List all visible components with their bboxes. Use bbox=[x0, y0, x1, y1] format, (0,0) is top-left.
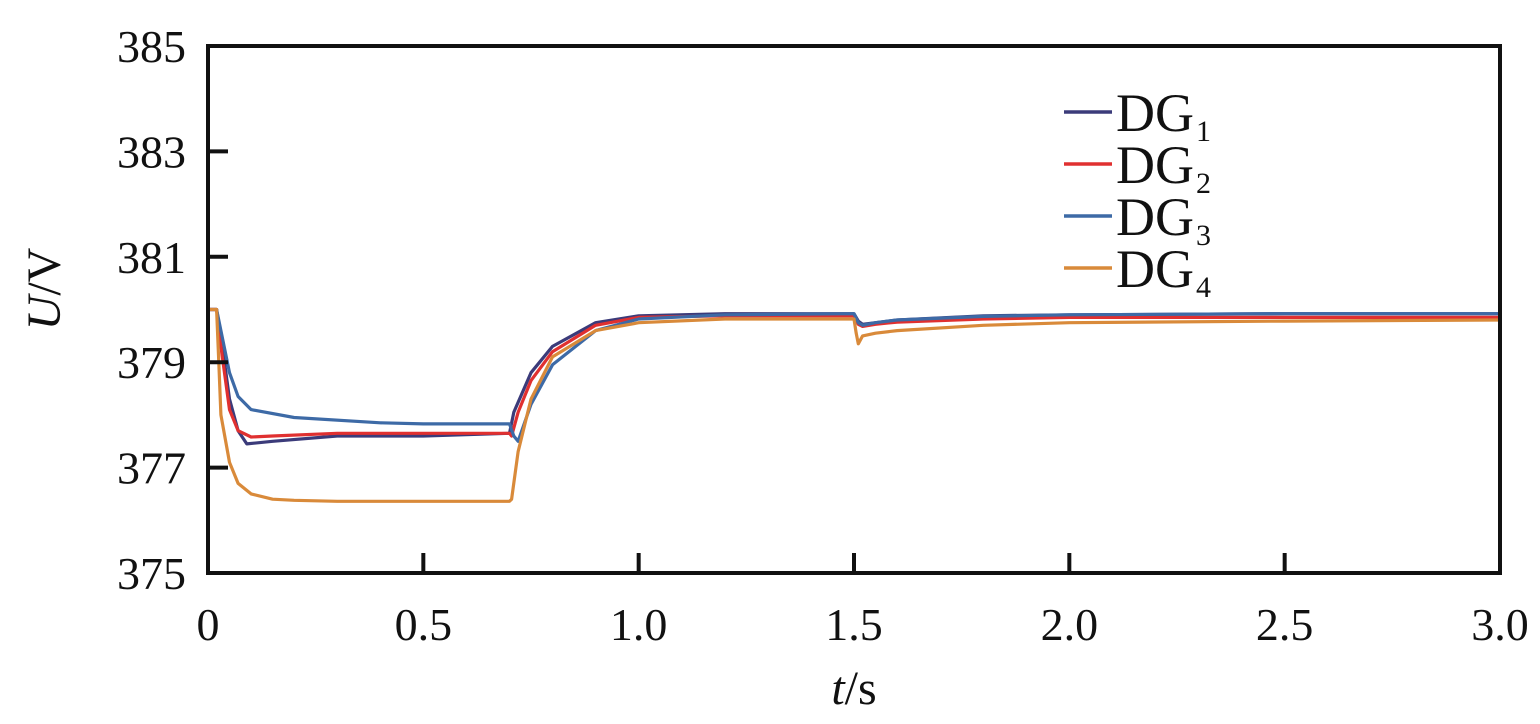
x-axis-title: t/s bbox=[831, 662, 876, 715]
y-tick-label: 383 bbox=[117, 126, 186, 177]
legend-subscript-dg2: 2 bbox=[1196, 167, 1211, 200]
y-tick-label: 385 bbox=[117, 21, 186, 72]
x-tick-label: 2.5 bbox=[1256, 599, 1314, 650]
x-axis-var: t bbox=[831, 662, 846, 715]
x-tick-label: 0 bbox=[197, 599, 220, 650]
x-tick-label: 1.5 bbox=[825, 599, 883, 650]
legend-subscript-dg1: 1 bbox=[1196, 115, 1211, 148]
y-tick-label: 377 bbox=[117, 443, 186, 494]
legend-subscript-dg3: 3 bbox=[1196, 219, 1211, 252]
y-axis-title: U/V bbox=[18, 247, 71, 330]
y-tick-label: 381 bbox=[117, 232, 186, 283]
series-line-dg3 bbox=[208, 307, 1500, 443]
axis-ticks: 0 0.5 1.0 1.5 2.0 2.5 3.0 375 377 379 381 383 385 bbox=[117, 21, 1529, 650]
legend-label-dg1: DG1 bbox=[1116, 83, 1211, 148]
x-tick-label: 3.0 bbox=[1471, 599, 1529, 650]
y-tick-label: 379 bbox=[117, 337, 186, 388]
x-tick-label: 1.0 bbox=[610, 599, 668, 650]
x-tick-label: 0.5 bbox=[395, 599, 453, 650]
series-line-dg2 bbox=[208, 307, 1500, 439]
series-line-dg4 bbox=[208, 307, 1501, 503]
x-tick-label: 2.0 bbox=[1041, 599, 1099, 650]
legend-label-dg2: DG2 bbox=[1116, 135, 1211, 200]
y-tick-label: 375 bbox=[117, 548, 186, 599]
x-axis-unit: /s bbox=[845, 662, 877, 715]
plot-frame bbox=[206, 44, 1502, 575]
series-lines bbox=[208, 307, 1501, 503]
legend-subscript-dg4: 4 bbox=[1196, 271, 1211, 304]
y-axis-var: U bbox=[18, 292, 71, 330]
y-axis-unit: /V bbox=[18, 247, 71, 295]
